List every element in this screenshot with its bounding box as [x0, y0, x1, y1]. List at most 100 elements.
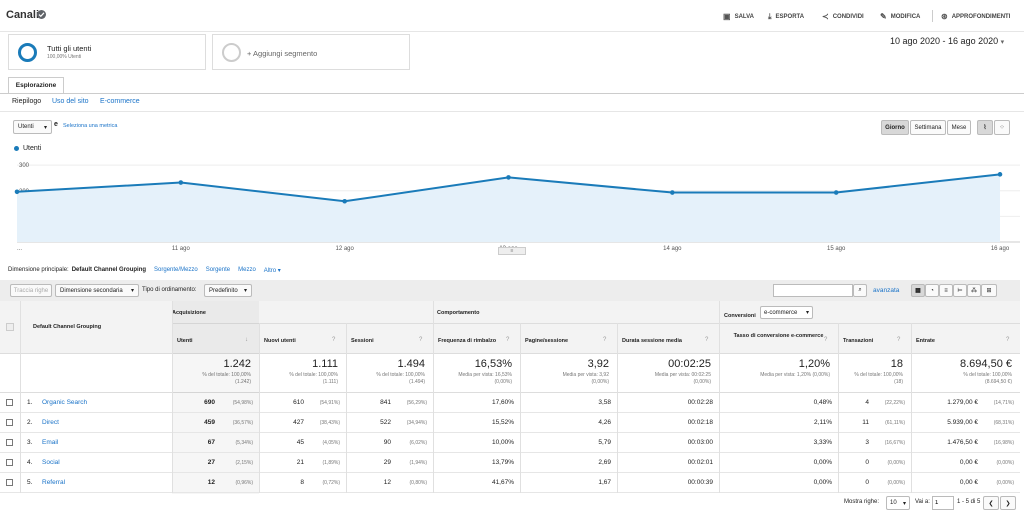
column-header[interactable]: Tasso di conversione e-commerce [733, 333, 824, 339]
cell-value: 5.939,00 € [947, 419, 978, 426]
total-subtext: % del totale: 100,00% [854, 372, 903, 378]
goto-page-input[interactable] [932, 496, 954, 510]
row-number: 4. [27, 459, 33, 466]
comparison-view-button[interactable]: ⊨ [953, 284, 967, 297]
table-view-button[interactable]: ▦ [911, 284, 925, 297]
data-point [997, 172, 1003, 177]
share-button[interactable]: ≺ CONDIVIDI [822, 12, 864, 21]
cell-percent: (0,00%) [887, 480, 905, 486]
dimension-source-medium[interactable]: Sorgente/Mezzo [154, 267, 198, 273]
y-tick-label: 300 [19, 163, 30, 169]
chevron-down-icon: ▾ [243, 288, 247, 294]
next-page-button[interactable]: ❯ [1000, 496, 1016, 510]
column-header[interactable]: Nuovi utenti [264, 338, 296, 344]
cell-value: 690 [204, 399, 215, 406]
row-checkbox[interactable] [6, 479, 13, 486]
table-row: 4. Social (2,15%) 27 (1,89%) 21 (1,94%) 29 13,79… [0, 453, 1020, 473]
channel-link[interactable]: Direct [42, 419, 59, 426]
row-checkbox[interactable] [6, 459, 13, 466]
cell-value: 4,26 [598, 419, 611, 426]
dimension-other[interactable]: Altro ▾ [263, 268, 281, 274]
export-button[interactable]: ⤓ ESPORTA [768, 12, 805, 21]
column-header[interactable]: Durata sessione media [622, 338, 682, 344]
column-header[interactable]: Pagine/sessione [525, 338, 569, 344]
granularity-week-button[interactable]: Settimana [910, 120, 946, 135]
save-button[interactable]: ▣ SALVA [723, 12, 755, 21]
column-divider [520, 323, 521, 493]
insights-button[interactable]: ⊛ APPROFONDIMENTI [941, 12, 1011, 21]
group-acquisition: Acquisizione [172, 310, 206, 316]
cell-percent: (36,57%) [232, 420, 253, 426]
subnav-summary[interactable]: Riepilogo [12, 98, 42, 105]
help-icon: ? [506, 337, 510, 343]
granularity-month-button[interactable]: Mese [947, 120, 971, 135]
row-checkbox[interactable] [6, 439, 13, 446]
select-metric-link[interactable]: Seleziona una metrica [63, 123, 118, 129]
column-divider [346, 323, 347, 493]
line-chart-type-button[interactable]: ⌇ [977, 120, 993, 135]
bubble-chart-icon: ⁘ [999, 125, 1005, 131]
row-checkbox[interactable] [6, 399, 13, 406]
column-header[interactable]: Frequenza di rimbalzo [438, 338, 497, 344]
empty-segment-icon [222, 43, 241, 62]
cell-value: 1,67 [598, 479, 611, 486]
table-search-input[interactable] [773, 284, 853, 297]
cell-value: 00:03:00 [687, 439, 713, 446]
cell-percent: (0,00%) [887, 460, 905, 466]
channel-link[interactable]: Organic Search [42, 399, 88, 406]
term-cloud-view-button[interactable]: ⁂ [967, 284, 981, 297]
channel-link[interactable]: Referral [42, 479, 66, 486]
total-subtext: (8.694,50 €) [985, 379, 1012, 385]
cell-percent: (4,05%) [322, 440, 340, 446]
dimension-column-header[interactable]: Default Channel Grouping [33, 324, 102, 330]
total-subtext: Media per vista: 16,53% [458, 372, 512, 378]
channel-link[interactable]: Social [42, 459, 60, 466]
subnav-site-usage[interactable]: Uso del sito [52, 98, 89, 105]
select-all-checkbox[interactable] [6, 323, 14, 331]
search-button[interactable]: ⌕ [853, 284, 867, 297]
group-conversions: Conversioni [724, 313, 756, 319]
add-segment-button[interactable]: + Aggiungi segmento [212, 34, 410, 70]
secondary-dimension-select[interactable]: Dimensione secondaria ▾ [55, 284, 139, 297]
pivot-view-button[interactable]: ⊞ [981, 284, 997, 297]
tab-explorer[interactable]: Esplorazione [8, 77, 64, 93]
rows-per-page-select[interactable]: 10 ▾ [886, 496, 910, 510]
row-number: 2. [27, 419, 33, 426]
cell-value: 0,00 € [959, 459, 978, 466]
column-header[interactable]: Entrate [916, 338, 935, 344]
plot-rows-button[interactable]: Traccia righe [10, 284, 52, 297]
save-icon: ▣ [723, 12, 731, 21]
dimension-source[interactable]: Sorgente [205, 267, 231, 273]
sort-type-select[interactable]: Predefinito ▾ [204, 284, 252, 297]
view-switcher: ▦ ◔ ≡ ⊨ ⁂ ⊞ [911, 284, 997, 297]
x-tick-label: 11 ago [172, 246, 191, 252]
dimension-active[interactable]: Default Channel Grouping [71, 267, 147, 273]
column-header[interactable]: Transazioni [843, 338, 874, 344]
column-header[interactable]: Sessioni [351, 338, 374, 344]
subnav-ecommerce[interactable]: E-commerce [100, 98, 140, 105]
help-icon: ? [332, 337, 336, 343]
row-checkbox[interactable] [6, 419, 13, 426]
total-value: 3,92 [587, 358, 609, 370]
cell-value: 2,69 [598, 459, 611, 466]
data-point [178, 180, 184, 185]
cell-value: 8 [300, 479, 304, 486]
metric-select[interactable]: Utenti ▾ [13, 120, 52, 134]
total-value: 18 [890, 358, 903, 370]
edit-button[interactable]: ✎ MODIFICA [880, 12, 921, 21]
column-header[interactable]: Utenti [177, 338, 193, 344]
cell-percent: (34,94%) [406, 420, 427, 426]
prev-page-button[interactable]: ❮ [983, 496, 999, 510]
advanced-filter-link[interactable]: avanzata [873, 287, 900, 294]
segment-all-users[interactable]: Tutti gli utenti 100,00% Utenti [8, 34, 206, 70]
channel-link[interactable]: Email [42, 439, 59, 446]
conversion-select[interactable]: e-commerce ▾ [760, 306, 813, 319]
dimension-medium[interactable]: Mezzo [238, 267, 256, 273]
pie-view-button[interactable]: ◔ [925, 284, 939, 297]
data-point [670, 190, 675, 195]
performance-view-button[interactable]: ≡ [939, 284, 953, 297]
chart-resize-handle[interactable]: ≡ [498, 247, 526, 255]
motion-chart-type-button[interactable]: ⁘ [994, 120, 1010, 135]
granularity-day-button[interactable]: Giorno [881, 120, 909, 135]
date-range-picker[interactable]: 10 ago 2020 - 16 ago 2020 ▾ [890, 36, 1005, 46]
